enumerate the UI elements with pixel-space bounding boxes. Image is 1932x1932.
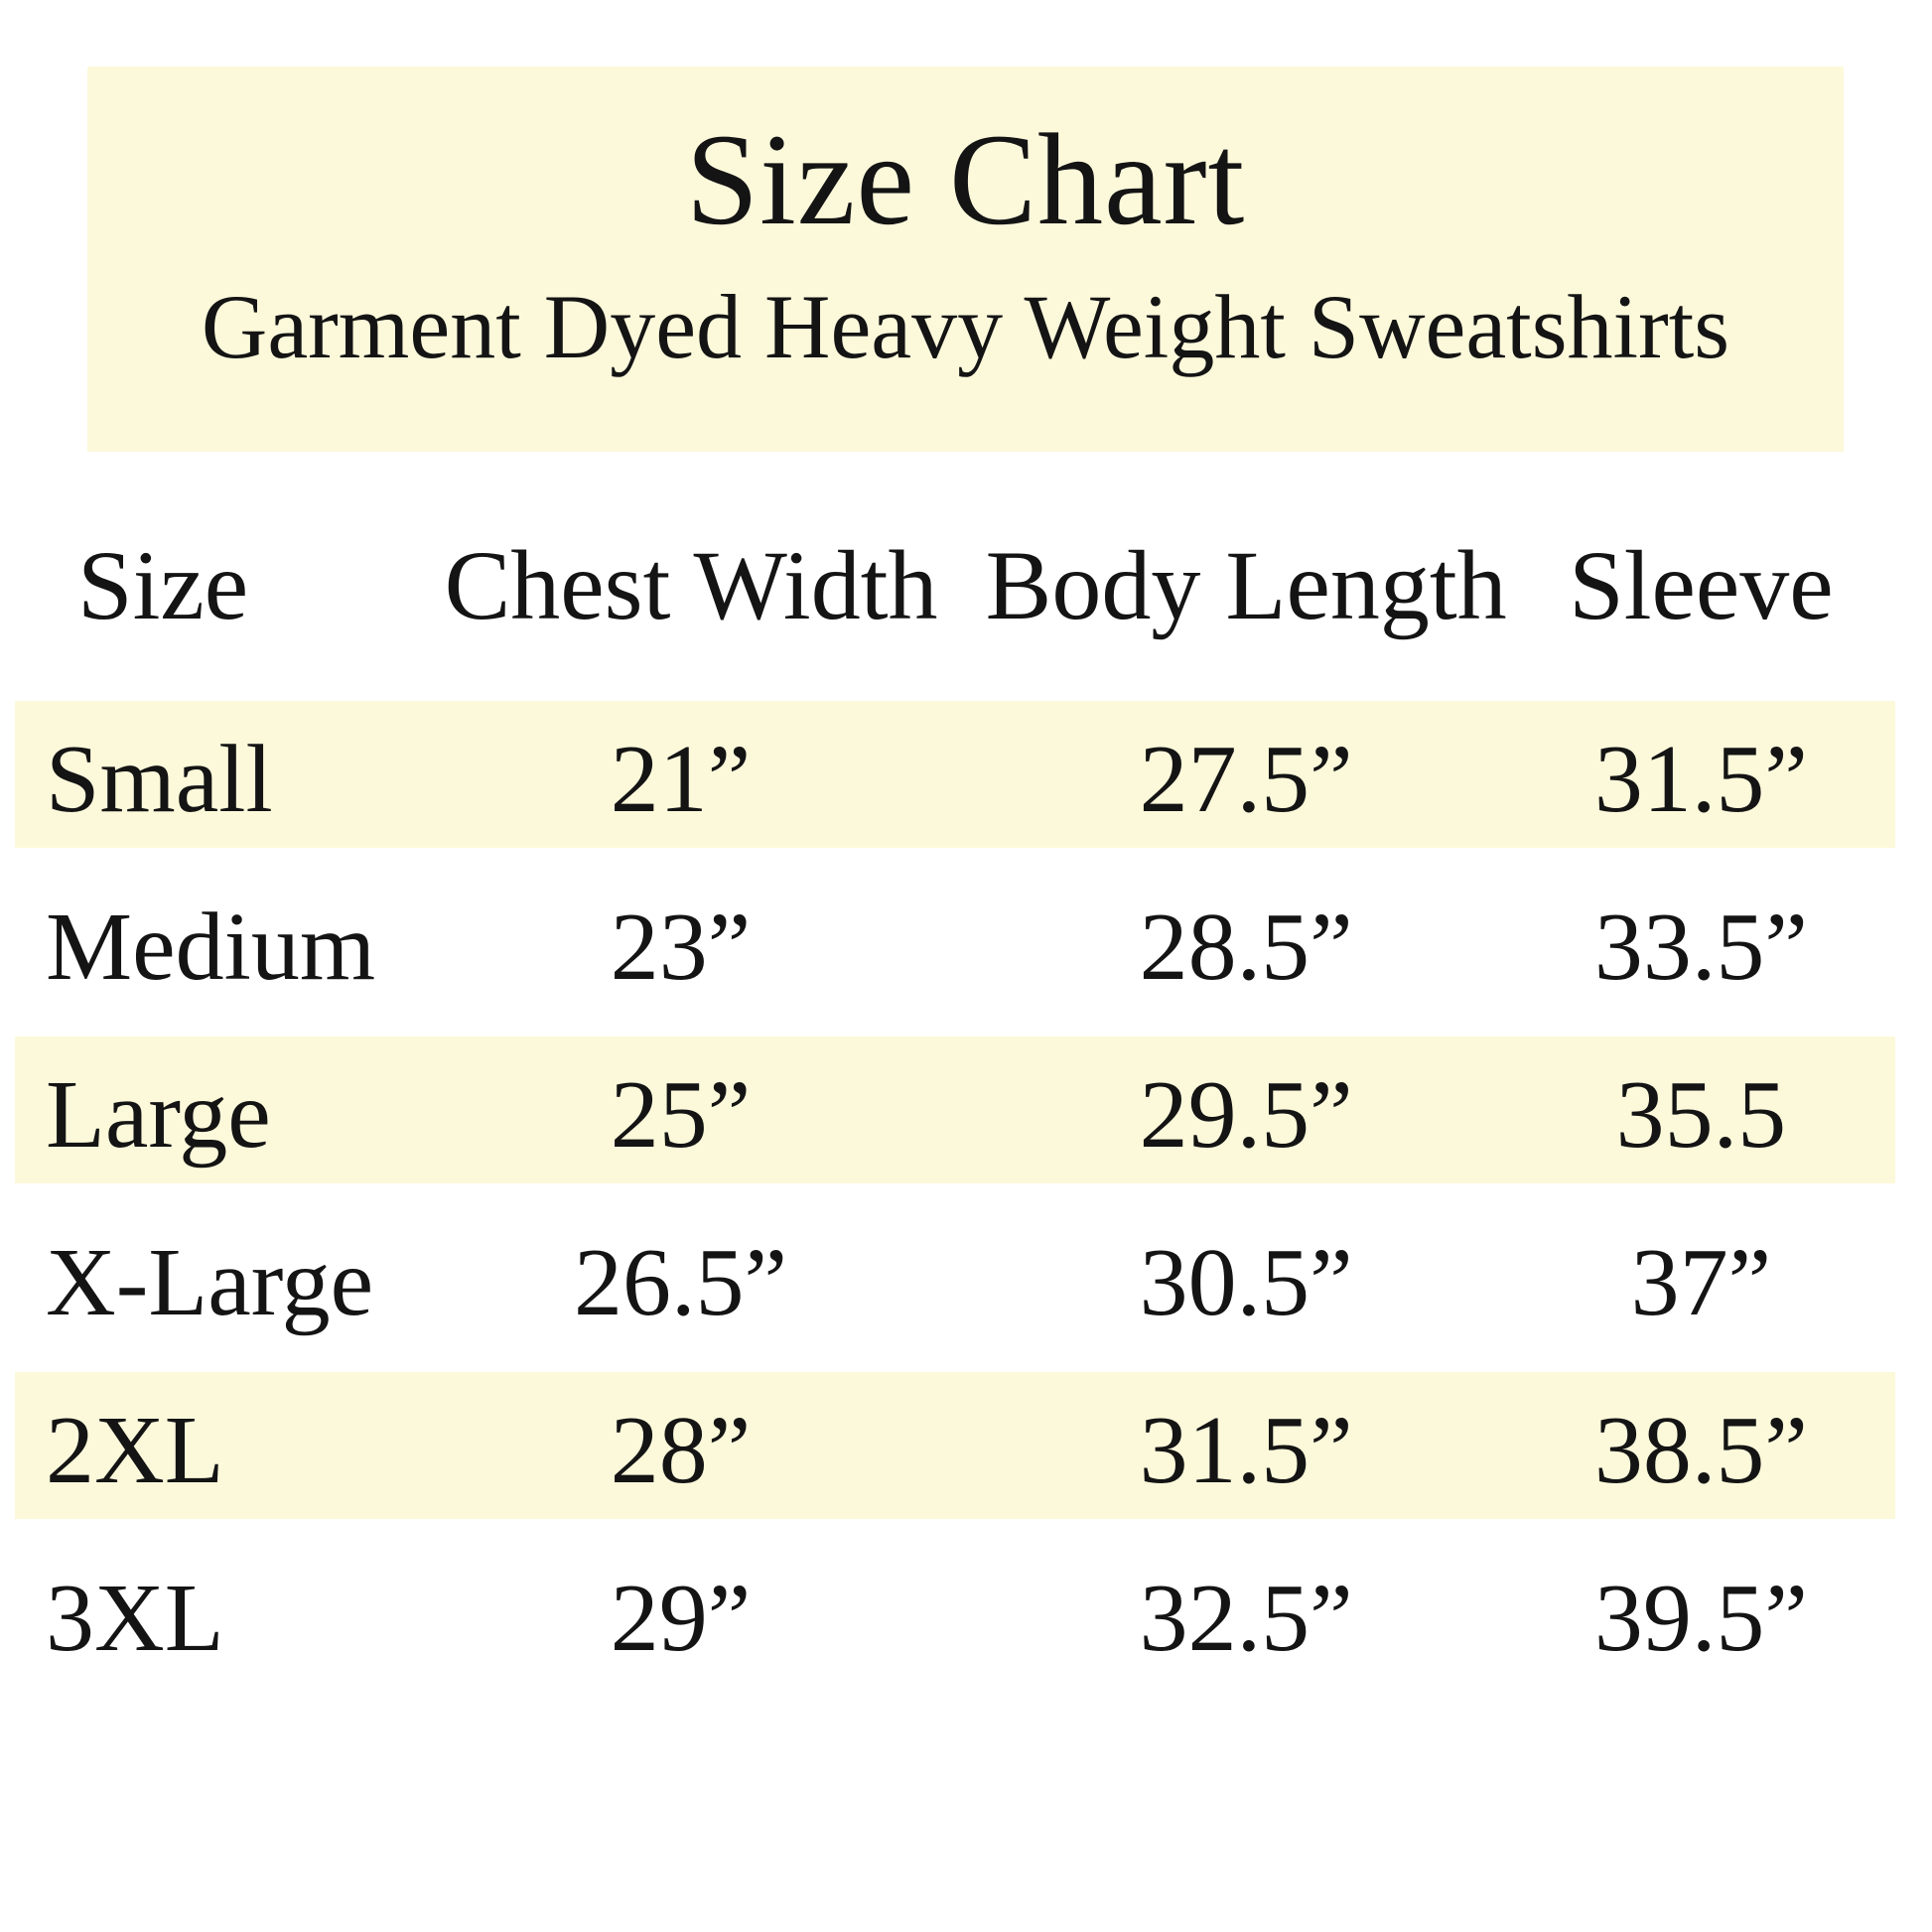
cell-chest-width: 28”	[610, 1396, 752, 1504]
row-highlight-band	[15, 1036, 1895, 1183]
table-row-x-large: X-Large 26.5” 30.5” 37”	[0, 1198, 1932, 1366]
cell-size: 3XL	[46, 1564, 224, 1672]
size-chart-header: Size Chart Garment Dyed Heavy Weight Swe…	[87, 67, 1844, 452]
cell-size: Small	[46, 725, 273, 833]
cell-sleeve: 33.5”	[1593, 893, 1808, 1001]
page-title: Size Chart	[685, 106, 1246, 252]
cell-chest-width: 23”	[610, 893, 752, 1001]
cell-chest-width: 25”	[610, 1060, 752, 1169]
row-highlight-band	[15, 1372, 1895, 1519]
column-header-chest-width: Chest Width	[444, 530, 938, 640]
cell-body-length: 29.5”	[1139, 1060, 1353, 1169]
table-row-medium: Medium 23” 28.5” 33.5”	[0, 863, 1932, 1031]
page-subtitle: Garment Dyed Heavy Weight Sweatshirts	[201, 276, 1730, 377]
row-highlight-band	[15, 701, 1895, 848]
cell-sleeve: 38.5”	[1593, 1396, 1808, 1504]
cell-sleeve: 39.5”	[1593, 1564, 1808, 1672]
cell-chest-width: 29”	[610, 1564, 752, 1672]
size-table: Size Chest Width Body Length Sleeve Smal…	[0, 501, 1932, 1702]
cell-body-length: 32.5”	[1139, 1564, 1353, 1672]
table-row-small: Small 21” 27.5” 31.5”	[0, 695, 1932, 863]
column-header-sleeve: Sleeve	[1569, 530, 1834, 640]
cell-chest-width: 21”	[610, 725, 752, 833]
table-row-2xl: 2XL 28” 31.5” 38.5”	[0, 1366, 1932, 1534]
column-header-body-length: Body Length	[985, 530, 1507, 640]
table-header-row: Size Chest Width Body Length Sleeve	[0, 501, 1932, 695]
cell-size: Large	[46, 1060, 271, 1169]
cell-sleeve: 37”	[1630, 1228, 1772, 1336]
cell-sleeve: 31.5”	[1593, 725, 1808, 833]
column-header-size: Size	[77, 530, 249, 640]
cell-body-length: 27.5”	[1139, 725, 1353, 833]
cell-size: X-Large	[46, 1228, 374, 1336]
cell-size: Medium	[46, 893, 376, 1001]
cell-sleeve: 35.5	[1615, 1060, 1787, 1169]
cell-body-length: 30.5”	[1139, 1228, 1353, 1336]
cell-body-length: 31.5”	[1139, 1396, 1353, 1504]
table-row-large: Large 25” 29.5” 35.5	[0, 1031, 1932, 1198]
cell-chest-width: 26.5”	[574, 1228, 788, 1336]
cell-size: 2XL	[46, 1396, 224, 1504]
cell-body-length: 28.5”	[1139, 893, 1353, 1001]
table-row-3xl: 3XL 29” 32.5” 39.5”	[0, 1534, 1932, 1702]
